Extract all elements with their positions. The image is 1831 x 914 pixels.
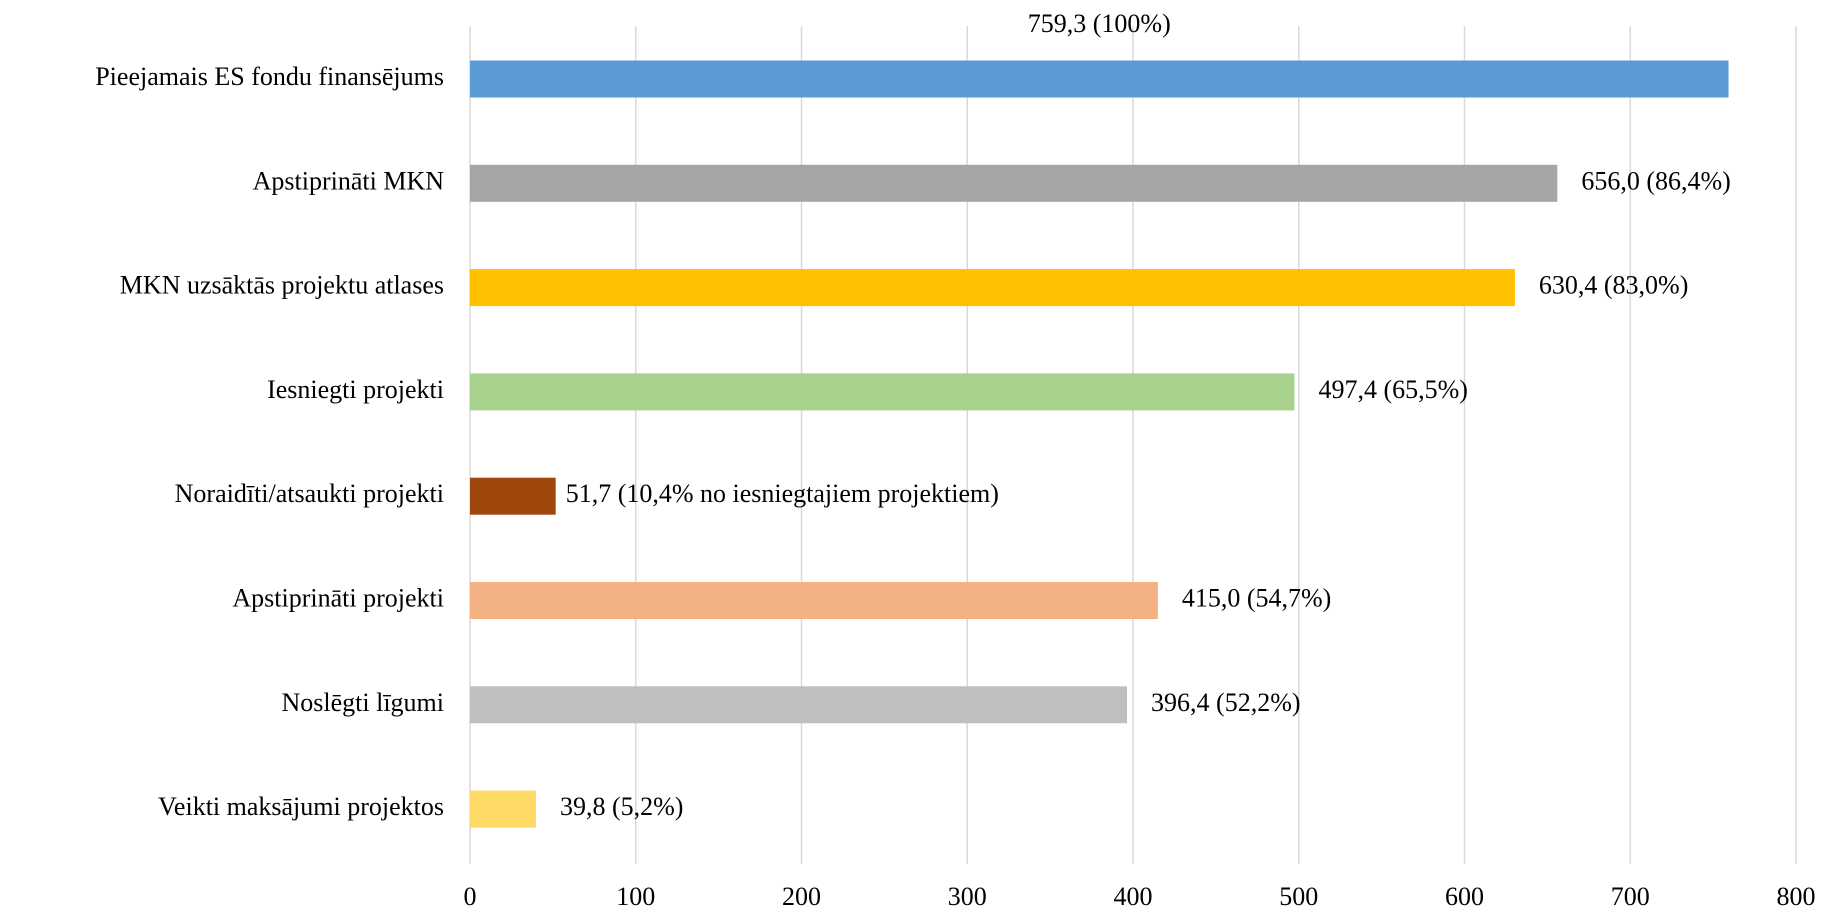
bar: [470, 60, 1729, 98]
value-label: 39,8 (5,2%): [560, 792, 683, 821]
x-tick-label: 800: [1777, 882, 1816, 911]
y-tick-label: Apstiprināti projekti: [232, 583, 444, 612]
x-tick-label: 200: [782, 882, 821, 911]
y-tick-label: Iesniegti projekti: [267, 375, 444, 404]
value-label: 630,4 (83,0%): [1539, 271, 1688, 300]
bar: [470, 477, 556, 515]
bar: [470, 373, 1295, 411]
x-tick-label: 100: [616, 882, 655, 911]
bar: [470, 686, 1128, 724]
y-tick-label: Veikti maksājumi projektos: [158, 792, 444, 821]
y-tick-label: Noraidīti/atsaukti projekti: [175, 479, 444, 508]
y-tick-label: Pieejamais ES fondu finansējums: [95, 62, 444, 91]
x-tick-label: 0: [464, 882, 477, 911]
bar: [470, 582, 1158, 619]
value-label: 51,7 (10,4% no iesniegtajiem projektiem): [566, 479, 999, 508]
bar: [470, 269, 1515, 307]
value-label: 415,0 (54,7%): [1182, 583, 1331, 612]
y-tick-label: Noslēgti līgumi: [282, 688, 445, 717]
y-tick-label: Apstiprināti MKN: [253, 166, 445, 195]
value-label: 396,4 (52,2%): [1151, 688, 1300, 717]
value-label: 497,4 (65,5%): [1318, 375, 1467, 404]
x-tick-label: 500: [1279, 882, 1318, 911]
value-label: 759,3 (100%): [1028, 9, 1171, 38]
x-tick-label: 600: [1445, 882, 1484, 911]
bar: [470, 164, 1558, 202]
value-label: 656,0 (86,4%): [1581, 166, 1730, 195]
y-tick-label: MKN uzsāktās projektu atlases: [120, 271, 444, 300]
bar: [470, 790, 536, 828]
x-tick-label: 700: [1611, 882, 1650, 911]
x-tick-label: 400: [1114, 882, 1153, 911]
x-tick-label: 300: [948, 882, 987, 911]
